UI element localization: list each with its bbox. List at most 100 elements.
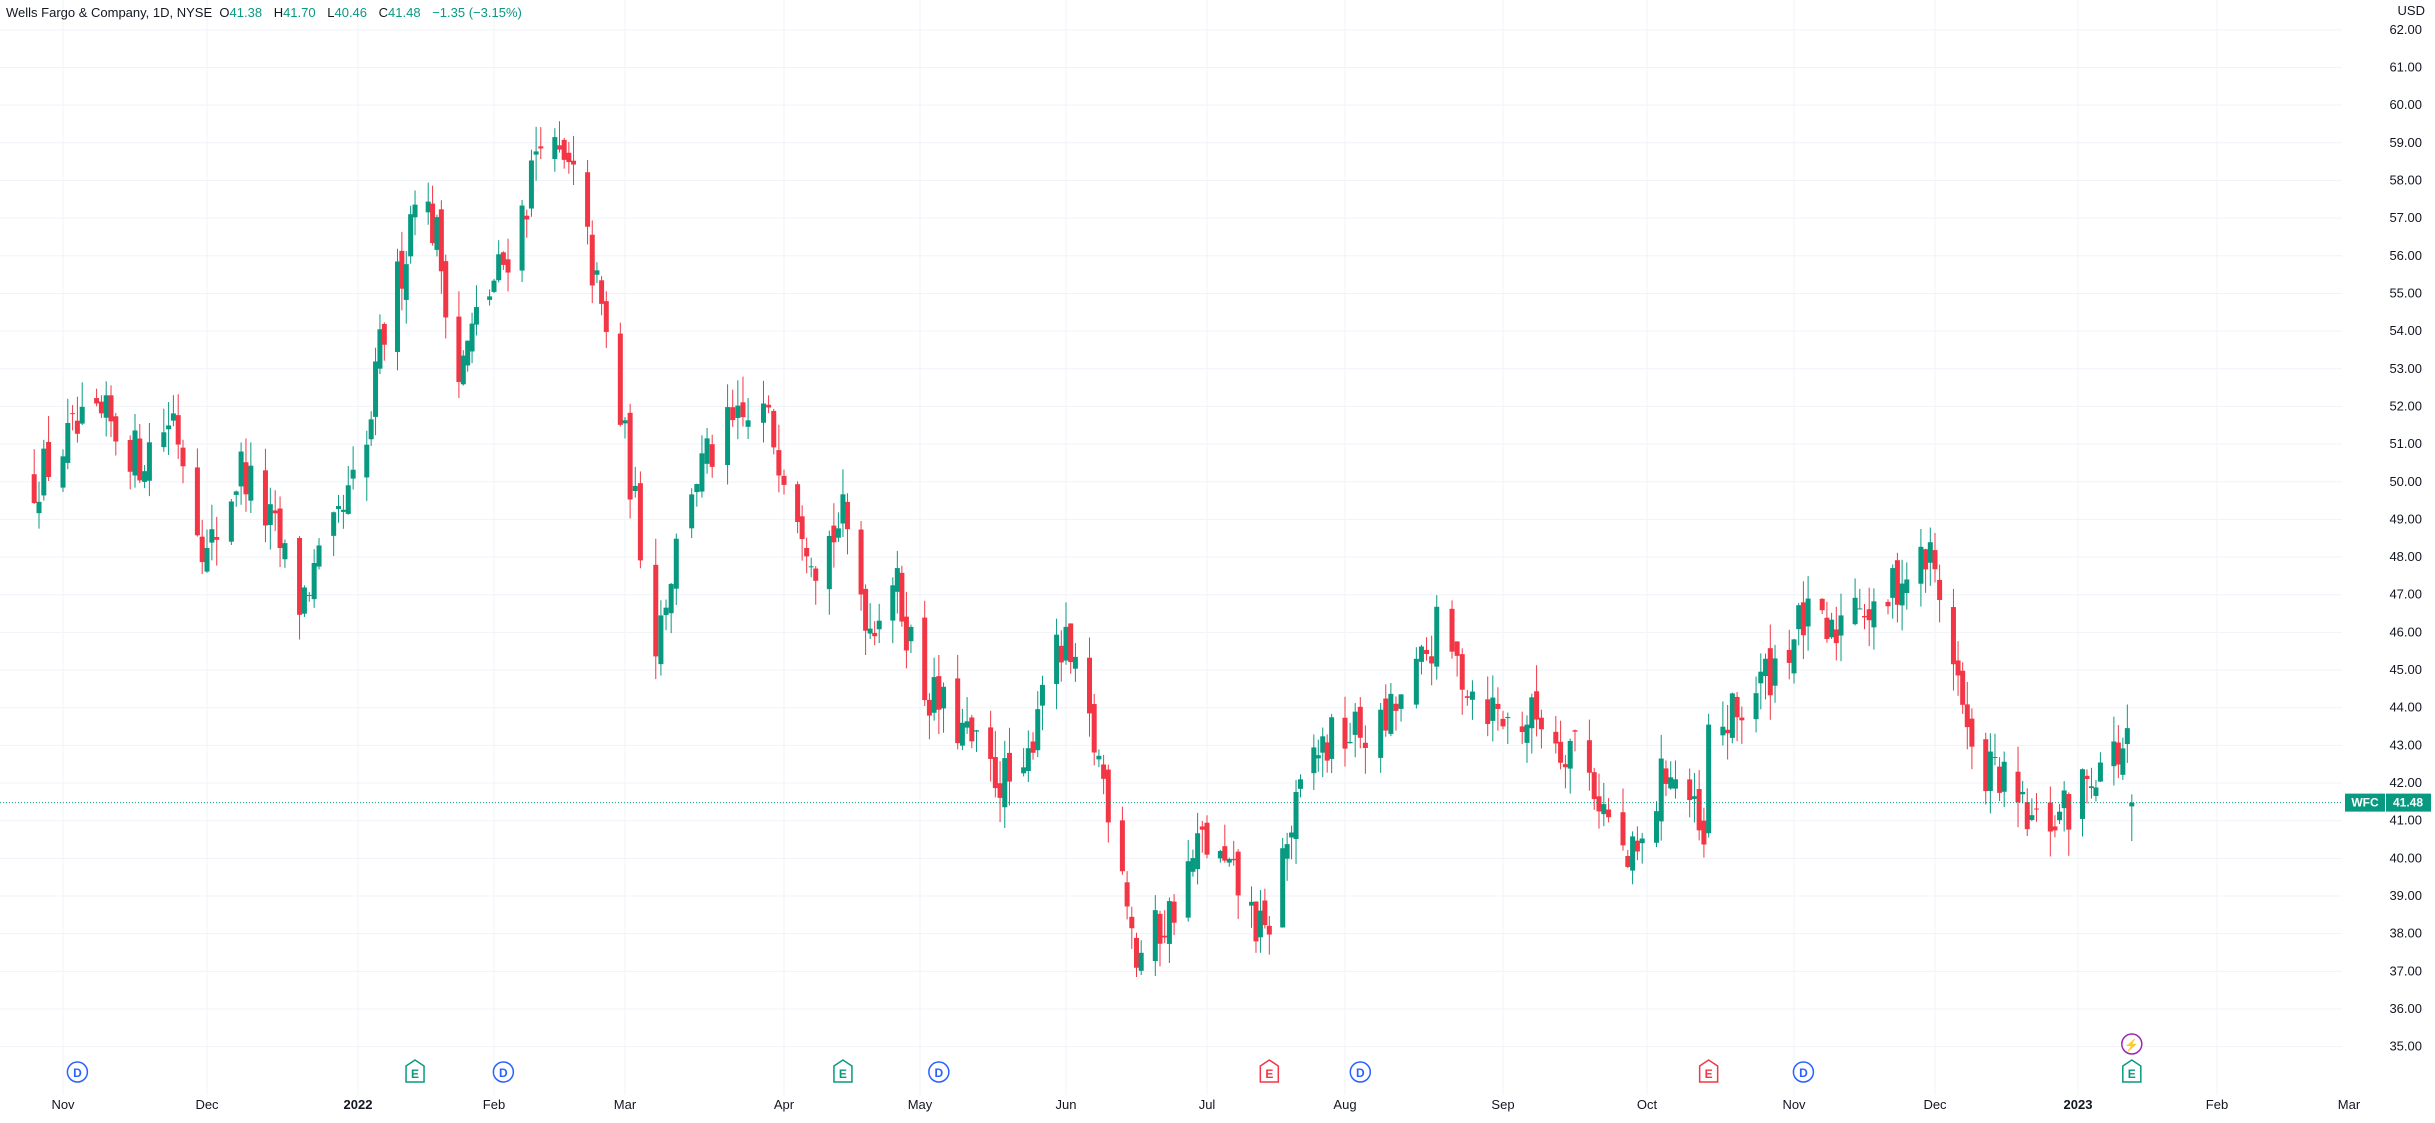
candle-body [214,537,220,540]
candle-body [108,395,114,422]
candle-body [1596,796,1602,812]
candle-body [745,420,751,427]
x-tick-label: Feb [483,1097,505,1112]
candle-body [1257,910,1263,938]
close-value: 41.48 [388,5,421,20]
candle-body [399,250,405,289]
candle-body [1969,718,1975,747]
candle-body [1866,609,1872,621]
candle-body [1955,660,1961,676]
candle-body [98,401,104,414]
dividend-marker-circle [928,1061,950,1083]
candle-body [1819,598,1825,611]
candle-body [2066,794,2072,830]
candle-body [1838,615,1844,636]
earnings-marker-label: E [1265,1067,1273,1081]
candle-body [637,483,643,561]
candle-body [876,620,882,630]
candle-body [1217,851,1223,859]
candle-body [813,568,819,581]
candle-body [368,419,374,440]
candle-body [997,783,1003,798]
candle-body [730,407,736,421]
candle-body [113,416,119,442]
candle-body [1720,726,1726,736]
candle-body [552,137,558,159]
y-tick-label: 36.00 [2389,1001,2422,1016]
candle-body [760,403,766,423]
candle-body [926,699,932,716]
candle-body [170,413,176,421]
candle-body [1668,777,1674,789]
candle-body [1862,615,1867,618]
candle-body [306,594,312,596]
candle-body [194,467,200,536]
candle-body [1388,693,1394,734]
candle-body [46,442,52,478]
dividend-marker-circle [492,1061,515,1083]
candle-body [538,146,544,149]
candle-body [533,151,539,155]
candle-body [1630,836,1636,871]
candle-body [277,508,283,549]
candle-body [1932,550,1938,570]
candle-body [301,587,307,614]
y-tick-label: 39.00 [2389,888,2422,903]
candle-body [585,172,591,227]
candle-body [964,721,970,728]
candle-body [2052,826,2058,831]
candle-body [1833,629,1839,644]
y-tick-label: 35.00 [2389,1039,2422,1054]
currency-label[interactable]: USD [2397,3,2425,18]
candle-body [795,484,801,522]
candle-body [1101,764,1107,779]
dividend-marker: D [66,1061,89,1083]
candle-body [60,456,66,488]
candle-body [1105,769,1111,823]
candle-body [350,469,356,479]
candle-body [1538,717,1544,730]
candle-body [1262,900,1268,926]
earnings-marker: E [2122,1059,2142,1083]
candle-body [1398,694,1404,709]
candle-body [166,425,172,430]
candle-body [1852,597,1858,625]
candle-body [835,528,841,538]
candle-body [1983,739,1989,792]
candle-body [209,529,215,543]
candle-body [1500,718,1506,727]
open-label: O [219,5,230,20]
candle-body [840,494,846,524]
candle-body [1087,657,1092,714]
x-tick-label: Apr [774,1097,795,1112]
candle-body [1129,916,1135,929]
x-tick-label: Jun [1056,1097,1077,1112]
candle-body [740,402,746,418]
candle-body [1231,858,1237,861]
y-tick-label: 51.00 [2389,436,2422,451]
y-tick-label: 57.00 [2389,210,2422,225]
dividend-marker-label: D [1356,1066,1365,1080]
y-tick-label: 60.00 [2389,97,2422,112]
dividend-marker-label: D [73,1066,82,1080]
candle-body [725,407,731,466]
candle-body [899,572,905,622]
candle-body [2079,769,2085,819]
candle-body [955,678,961,744]
candle-body [1347,741,1353,744]
candle-body [831,525,837,543]
candle-body [1157,913,1163,944]
candle-body [1357,706,1363,738]
candle-body [1035,709,1041,751]
candle-body [373,361,379,417]
candle-body [2084,775,2090,779]
candle-body [199,536,205,563]
candle-body [2015,771,2021,803]
candle-body [969,717,975,742]
candle-body [262,470,268,526]
candle-body [487,296,493,300]
candle-body [992,757,998,789]
candle-body [1701,820,1707,845]
